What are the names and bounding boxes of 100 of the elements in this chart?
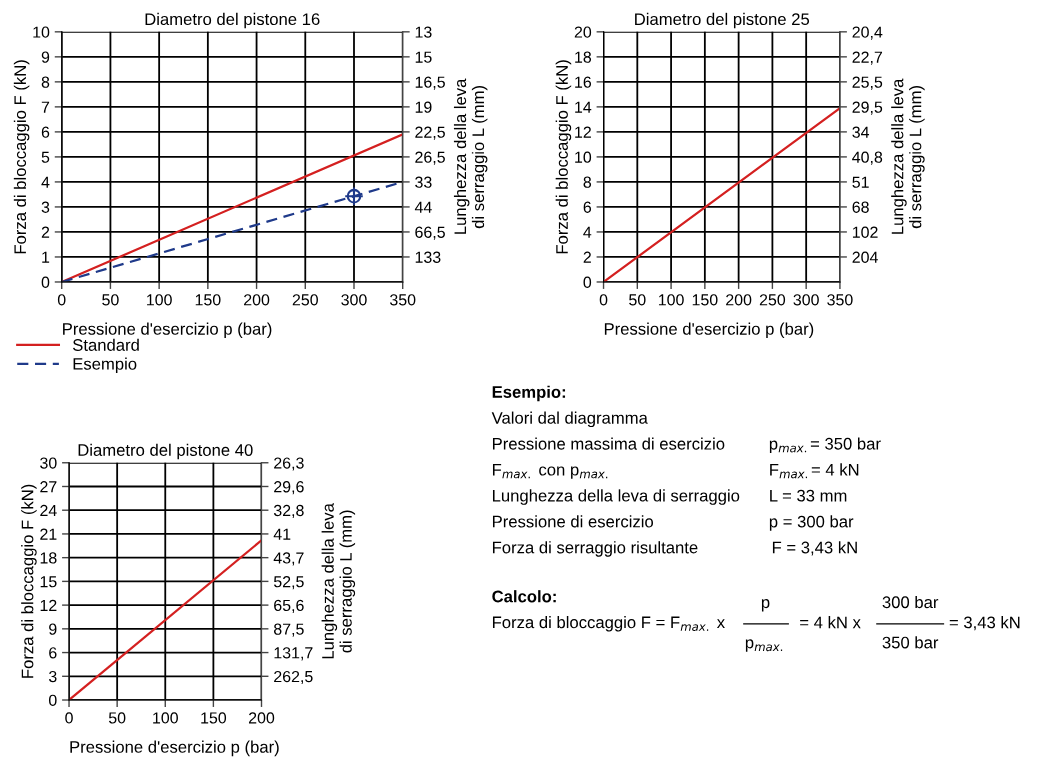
x-tick-label: 200: [726, 294, 752, 306]
category-label: 33: [415, 176, 432, 188]
text: = 4 kN x: [800, 616, 861, 629]
x-axis-title: Pressione d'esercizio p (bar): [604, 322, 814, 339]
x-axis-title: Pressione d'esercizio p (bar): [63, 322, 272, 339]
y-tick-label: 10: [33, 26, 50, 38]
legend-label: Standard: [72, 338, 139, 351]
category-label: 40,8: [852, 151, 883, 165]
category-label: 16,5: [415, 76, 445, 90]
x-tick-label: 350: [827, 294, 853, 306]
text: Esempio:: [492, 385, 566, 402]
y-axis-title: Forza di bloccaggio F (kN): [21, 484, 37, 678]
y-tick-label: 8: [583, 176, 592, 188]
category-label: 52,5: [273, 576, 304, 590]
category-label: 51: [852, 176, 869, 188]
x-tick-label: 0: [599, 294, 608, 306]
chart-title: Diametro del pistone 16: [145, 12, 320, 29]
text: Valori dal diagramma: [491, 411, 648, 428]
x-tick-label: 150: [201, 712, 227, 724]
text: p$_{max.}$: [745, 639, 783, 652]
category-label: 29,6: [274, 481, 304, 495]
text: 350 bar: [882, 636, 939, 649]
y-tick-label: 7: [41, 101, 50, 113]
text: p: [761, 599, 770, 612]
y-tick-label: 16: [575, 76, 592, 88]
y-tick-label: 21: [40, 528, 57, 540]
category-label: 65,6: [274, 599, 304, 613]
y-tick-label: 6: [583, 201, 592, 213]
legend-label: Esempio: [73, 357, 137, 374]
category-label: 34: [852, 126, 870, 138]
text: = 3,43 kN: [949, 616, 1020, 631]
y-tick-label: 9: [41, 51, 50, 63]
category-label: 41: [273, 528, 291, 540]
category-label: 44: [414, 201, 432, 213]
category-label: 26,3: [274, 457, 304, 471]
x-tick-label: 150: [195, 294, 221, 306]
y2-axis-title: Lunghezza della leva di serraggio L (mm): [321, 503, 356, 659]
text: Forza di bloccaggio F = F$_{max.}$ x: [492, 616, 725, 632]
y-tick-label: 8: [41, 76, 50, 88]
category-label: 20,4: [852, 26, 883, 40]
x-tick-label: 100: [147, 294, 172, 306]
text: Forza di serraggio risultante: [492, 541, 698, 557]
y-tick-label: 12: [575, 126, 591, 138]
text: p = 300 bar: [769, 515, 854, 531]
x-tick-label: 50: [629, 294, 646, 306]
category-label: 262,5: [274, 670, 313, 685]
y-tick-label: 27: [40, 481, 57, 493]
y-tick-label: 3: [48, 670, 57, 683]
y-tick-label: 0: [48, 694, 57, 706]
category-label: 22,5: [415, 126, 445, 140]
x-tick-label: 300: [793, 294, 819, 306]
x-tick-label: 200: [244, 294, 270, 306]
category-label: 26,5: [415, 151, 445, 165]
text: F = 3,43 kN: [772, 541, 857, 556]
y2-axis-title: Lunghezza della leva di serraggio L (mm): [453, 78, 488, 234]
text: p$_{max.}$= 350 bar: [769, 437, 881, 453]
chart-title: Diametro del pistone 25: [635, 12, 810, 29]
text: F$_{max.}$ con p$_{max.}$: [492, 463, 608, 479]
x-axis-title: Pressione d'esercizio p (bar): [70, 740, 279, 757]
category-label: 43,7: [273, 552, 304, 566]
x-tick-label: 300: [341, 294, 367, 306]
y-tick-label: 2: [583, 251, 591, 263]
text: Calcolo:: [492, 590, 556, 603]
y-axis-title: Forza di bloccaggio F (kN): [555, 60, 572, 254]
y-tick-label: 2: [41, 226, 50, 238]
y-tick-label: 18: [575, 51, 592, 63]
y-tick-label: 0: [41, 276, 50, 288]
y-tick-label: 4: [583, 226, 592, 238]
x-tick-label: 50: [108, 712, 126, 724]
x-tick-label: 350: [390, 294, 416, 306]
x-tick-label: 50: [102, 294, 119, 306]
x-tick-label: 150: [692, 294, 718, 306]
category-label: 15: [415, 51, 432, 63]
text: Pressione massima di esercizio: [492, 437, 725, 450]
category-label: 32,8: [273, 504, 304, 519]
chart-title: Diametro del pistone 40: [78, 443, 253, 460]
y-tick-label: 12: [40, 599, 57, 611]
y-tick-label: 30: [40, 457, 57, 469]
y-axis-title: Forza di bloccaggio F (kN): [13, 60, 30, 254]
x-tick-label: 0: [65, 712, 73, 724]
text: F$_{max.}$= 4 kN: [770, 463, 859, 479]
y-tick-label: 18: [40, 552, 57, 564]
y-tick-label: 0: [583, 276, 592, 288]
y2-axis-title: Lunghezza della leva di serraggio L (mm): [891, 78, 925, 234]
category-label: 131,7: [274, 647, 313, 661]
category-label: 204: [852, 251, 878, 263]
y-tick-label: 4: [41, 176, 50, 188]
category-label: 25,5: [852, 76, 883, 90]
x-tick-label: 250: [292, 294, 318, 306]
y-tick-label: 3: [41, 201, 50, 213]
category-label: 22,7: [852, 51, 883, 65]
category-label: 102: [852, 226, 878, 238]
category-label: 19: [415, 101, 432, 113]
y-tick-label: 6: [41, 126, 50, 138]
x-tick-label: 250: [759, 294, 786, 306]
y-tick-label: 6: [49, 647, 57, 659]
x-tick-label: 200: [248, 712, 275, 724]
x-tick-label: 0: [57, 294, 66, 306]
category-label: 66,5: [415, 226, 445, 240]
y-tick-label: 5: [41, 151, 50, 163]
